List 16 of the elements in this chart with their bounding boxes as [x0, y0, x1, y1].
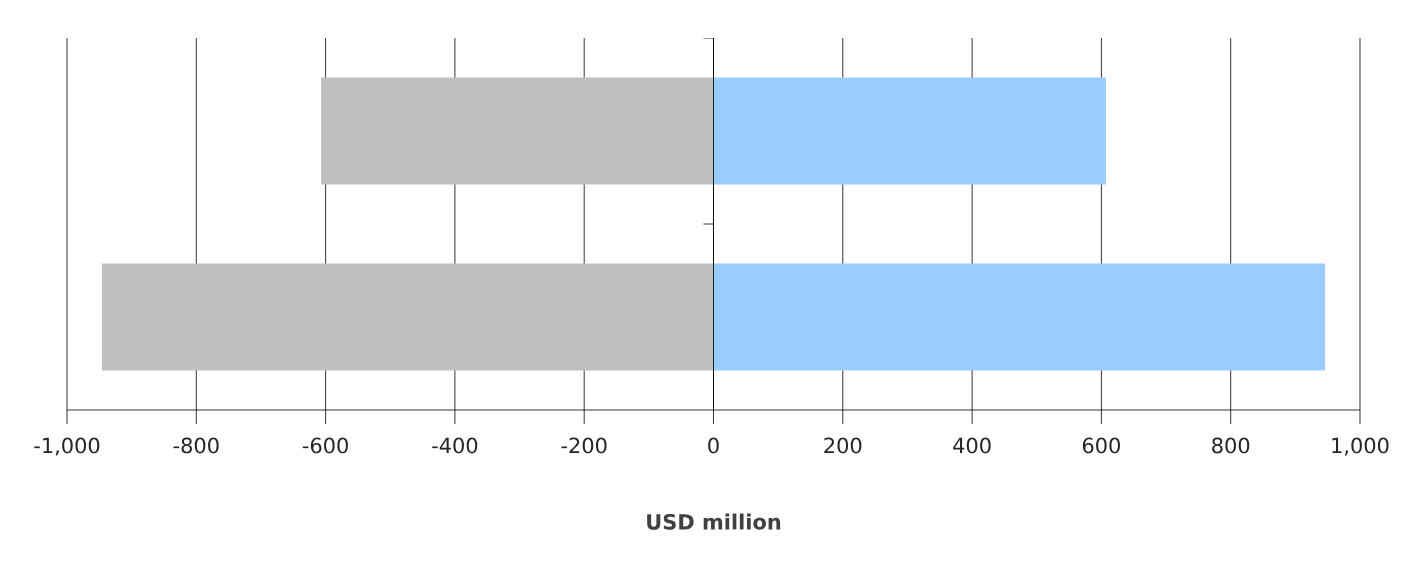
- x-tick-label: 600: [1082, 437, 1120, 454]
- bar: [101, 263, 714, 371]
- x-axis-title: USD million: [647, 513, 781, 530]
- bar: [713, 77, 1106, 185]
- x-tick-label: -200: [561, 437, 607, 454]
- x-tick-label: -400: [432, 437, 478, 454]
- x-tick-label: -800: [173, 437, 219, 454]
- bar: [713, 263, 1326, 371]
- x-tick-label: 1,000: [1332, 437, 1389, 456]
- x-tick-label: -1,000: [34, 437, 100, 456]
- x-tick-label: 200: [824, 437, 862, 454]
- x-tick-label: 800: [1212, 437, 1250, 454]
- x-tick-label: 400: [953, 437, 991, 454]
- x-tick-label: 0: [708, 437, 719, 454]
- bar: [321, 77, 714, 185]
- x-tick-label: -600: [302, 437, 348, 454]
